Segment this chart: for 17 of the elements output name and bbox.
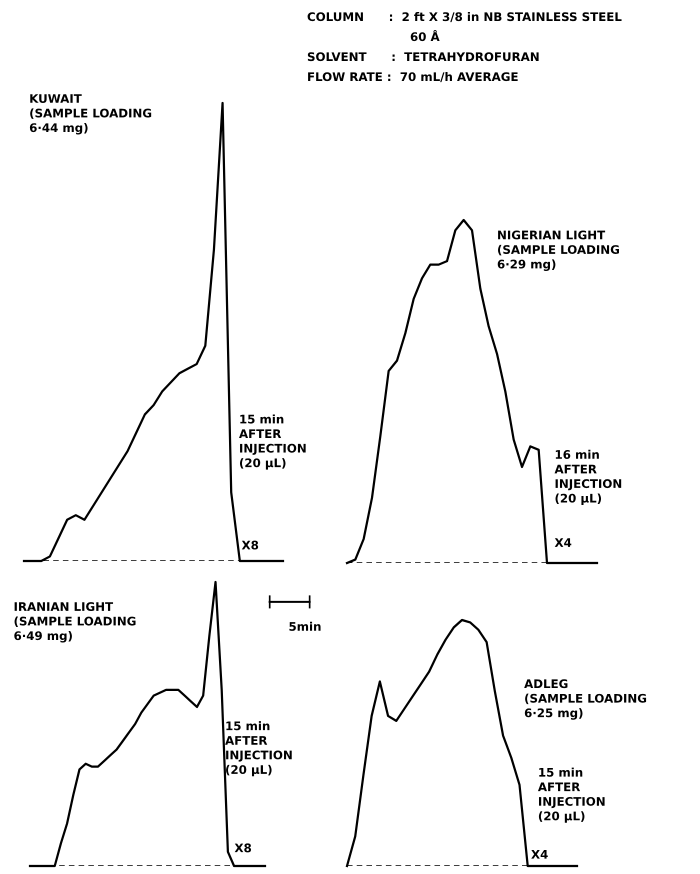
text: ADLEG (SAMPLE LOADING 6·25 mg)	[524, 679, 646, 720]
annotation: 15 min AFTER INJECTION (20 µL)	[239, 414, 306, 470]
text: COLUMN : 2 ft X 3/8 in NB STAINLESS STEEL	[308, 12, 622, 22]
text: 60 Å	[410, 30, 440, 42]
text: FLOW RATE : 70 mL/h AVERAGE	[308, 72, 518, 82]
text: IRANIAN LIGHT (SAMPLE LOADING 6·49 mg)	[14, 602, 136, 643]
annotation: 15 min AFTER INJECTION (20 µL)	[538, 768, 605, 823]
annotation: X4	[554, 538, 572, 547]
annotation: X8	[234, 843, 252, 852]
chart-title: KUWAIT (SAMPLE LOADING 6·44 mg)	[30, 94, 152, 134]
annotation: 16 min AFTER INJECTION (20 µL)	[554, 450, 622, 505]
annotation: X8	[242, 540, 258, 550]
text: 5min	[289, 622, 321, 631]
text: SOLVENT : TETRAHYDROFURAN	[308, 52, 539, 62]
annotation: 15 min AFTER INJECTION (20 µL)	[225, 721, 292, 776]
text: NIGERIAN LIGHT (SAMPLE LOADING 6·29 mg)	[498, 230, 619, 271]
annotation: X4	[531, 850, 548, 859]
